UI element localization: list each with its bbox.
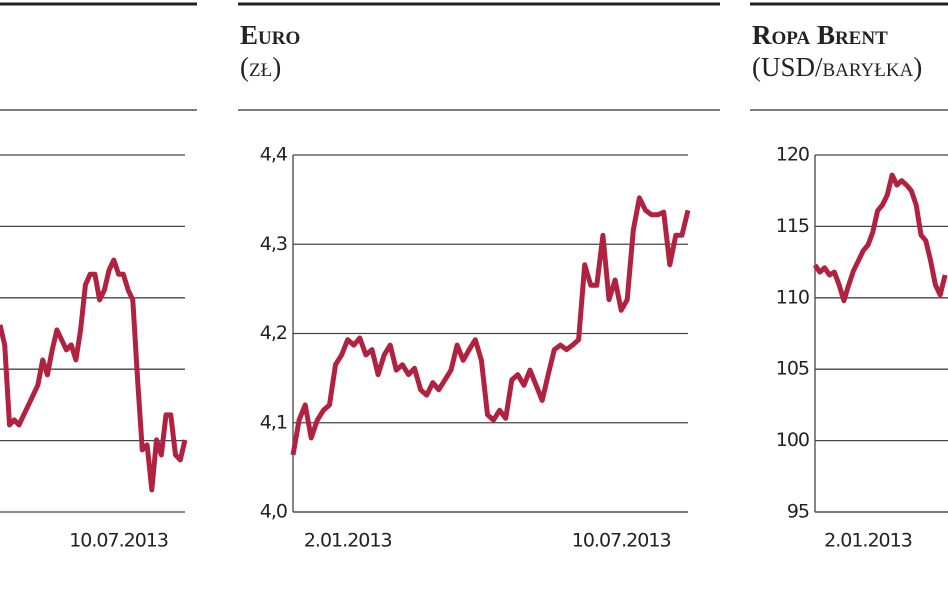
y-tick-label: 110 (776, 286, 809, 308)
y-tick-label: 4,2 (260, 322, 287, 344)
y-tick-label: 115 (776, 215, 809, 237)
chart-title: Euro (240, 20, 300, 50)
x-tick-label: 2.01.2013 (824, 530, 912, 552)
y-tick-label: 95 (787, 501, 809, 523)
y-tick-label: 4,0 (260, 501, 287, 523)
y-tick-label: 4,3 (260, 233, 287, 255)
data-line (0, 257, 188, 493)
y-tick-label: 4,4 (260, 144, 288, 166)
x-tick-label: 10.07.2013 (572, 530, 671, 552)
data-line (812, 172, 948, 304)
chart-subtitle: (USD/baryłka) (752, 52, 922, 82)
x-tick-label: 10.07.2013 (69, 530, 168, 552)
y-tick-label: 100 (776, 429, 809, 451)
chart-title: Ropa Brent (752, 20, 888, 50)
x-tick-label: 2.01.2013 (304, 530, 392, 552)
y-tick-label: 120 (776, 144, 809, 166)
chart-subtitle: (zł) (240, 52, 281, 82)
y-tick-label: 4,1 (260, 411, 287, 433)
y-tick-label: 105 (776, 358, 809, 380)
data-line (290, 195, 691, 456)
